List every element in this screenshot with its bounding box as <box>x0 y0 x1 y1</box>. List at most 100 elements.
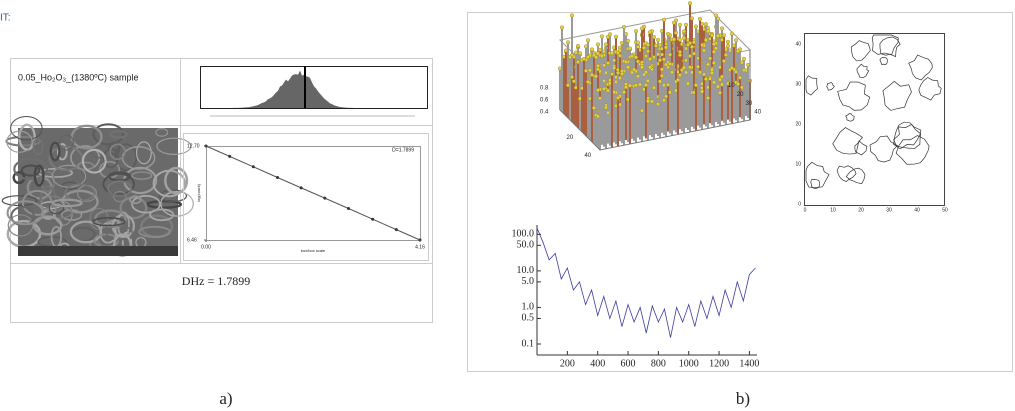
surface-dot <box>682 36 686 40</box>
surface-dot <box>718 78 722 82</box>
y-tick-label: 0.5 <box>522 313 535 324</box>
surface-dot <box>630 71 634 75</box>
surface-dot <box>656 38 660 42</box>
surface-dot <box>664 63 668 67</box>
surface-dot <box>624 85 628 89</box>
surface-dot <box>626 39 630 43</box>
surface-dot <box>736 82 740 86</box>
surface-dot <box>706 96 710 100</box>
surface-dot <box>616 96 620 100</box>
panel-label: b) <box>736 389 750 408</box>
surface-dot <box>570 75 574 79</box>
surface-dot <box>704 38 708 42</box>
surface-dot <box>610 72 614 76</box>
x-tick-label: 1200 <box>709 358 729 369</box>
surface-dot <box>636 74 640 78</box>
y-tick-label: 100.0 <box>512 229 535 240</box>
contour-frame <box>805 34 945 206</box>
surface-dot <box>596 67 600 71</box>
figure: IT: 0.05_Ho₂O₃_(1380ºC) sample DHz = 1.7… <box>0 0 1015 411</box>
data-point <box>252 165 255 168</box>
surface-dot <box>676 78 680 82</box>
surface-dot <box>662 57 666 61</box>
surface-dot <box>686 43 690 47</box>
x-tick-label: 40 <box>585 153 592 159</box>
surface-dot <box>702 49 706 53</box>
surface-dot <box>566 41 570 45</box>
x-tick-label: 50 <box>942 207 948 213</box>
x-axis-label: box/box scale <box>301 248 326 253</box>
surface-dot <box>616 71 620 75</box>
y-tick-label: 30 <box>746 101 753 107</box>
surface-dot <box>688 65 692 69</box>
surface-dot <box>604 43 608 47</box>
surface-dot <box>634 83 638 87</box>
y-tick-label: 10.0 <box>517 265 535 276</box>
surface-dot <box>634 56 638 60</box>
surface-dot <box>648 57 652 61</box>
surface-dot <box>598 96 602 100</box>
header-fragment: IT: <box>0 13 11 24</box>
y-tick-label: 40 <box>754 110 761 116</box>
surface-dot <box>736 49 740 53</box>
data-point <box>323 197 326 200</box>
surface-dot <box>660 74 664 78</box>
x-tick-label: 0.00 <box>201 244 211 250</box>
surface-dot <box>724 53 728 57</box>
x-tick-label: 10 <box>830 207 836 213</box>
surface-dot <box>622 90 626 94</box>
x-tick-label: 20 <box>567 135 574 141</box>
surface-dot <box>742 57 746 61</box>
surface-dot <box>660 53 664 57</box>
surface-dot <box>586 80 590 84</box>
z-tick-label: 0.8 <box>540 86 549 92</box>
surface-dot <box>596 88 600 92</box>
surface-dot <box>628 84 632 88</box>
histogram-area <box>204 71 426 108</box>
surface-dot <box>716 85 720 89</box>
x-tick-label: 0 <box>804 207 807 213</box>
data-point <box>347 207 350 210</box>
surface-dot <box>582 57 586 61</box>
surface-dot <box>730 32 734 36</box>
surface-dot <box>646 99 650 103</box>
surface-dot <box>640 66 644 70</box>
y-tick-label: 6.46 <box>187 237 197 243</box>
surface-dot <box>600 35 604 39</box>
surface-dot <box>726 40 730 44</box>
surface-dot <box>664 46 668 50</box>
surface-dot <box>694 83 698 87</box>
surface-dot <box>576 44 580 48</box>
surface-dot <box>620 72 624 76</box>
data-point <box>276 176 279 179</box>
x-tick-label: 400 <box>590 358 605 369</box>
surface-dot <box>596 43 600 47</box>
surface-dot <box>584 69 588 73</box>
surface-dot <box>590 48 594 52</box>
surface-dot <box>660 67 664 71</box>
surface-dot <box>690 17 694 21</box>
surface-dot <box>658 58 662 62</box>
surface-dot <box>668 53 672 57</box>
surface-dot <box>684 23 688 27</box>
surface-dot <box>640 27 644 31</box>
surface-dot <box>698 17 702 21</box>
surface-dot <box>588 68 592 72</box>
surface-dot <box>634 29 638 33</box>
surface-dot <box>738 76 742 80</box>
surface-dot <box>698 70 702 74</box>
surface-dot <box>666 32 670 36</box>
surface-dot <box>648 30 652 34</box>
surface-dot <box>622 25 626 29</box>
surface-dot <box>624 60 628 64</box>
surface-dot <box>646 43 650 47</box>
surface-dot <box>602 87 606 91</box>
surface-dot <box>618 54 622 58</box>
surface-dot <box>570 14 574 18</box>
surface-dot <box>592 106 596 110</box>
y-tick-label: 30 <box>795 81 801 87</box>
x-tick-label: 1000 <box>679 358 699 369</box>
x-tick-label: 40 <box>914 207 920 213</box>
surface-dot <box>662 18 666 22</box>
surface-dot <box>708 57 712 61</box>
